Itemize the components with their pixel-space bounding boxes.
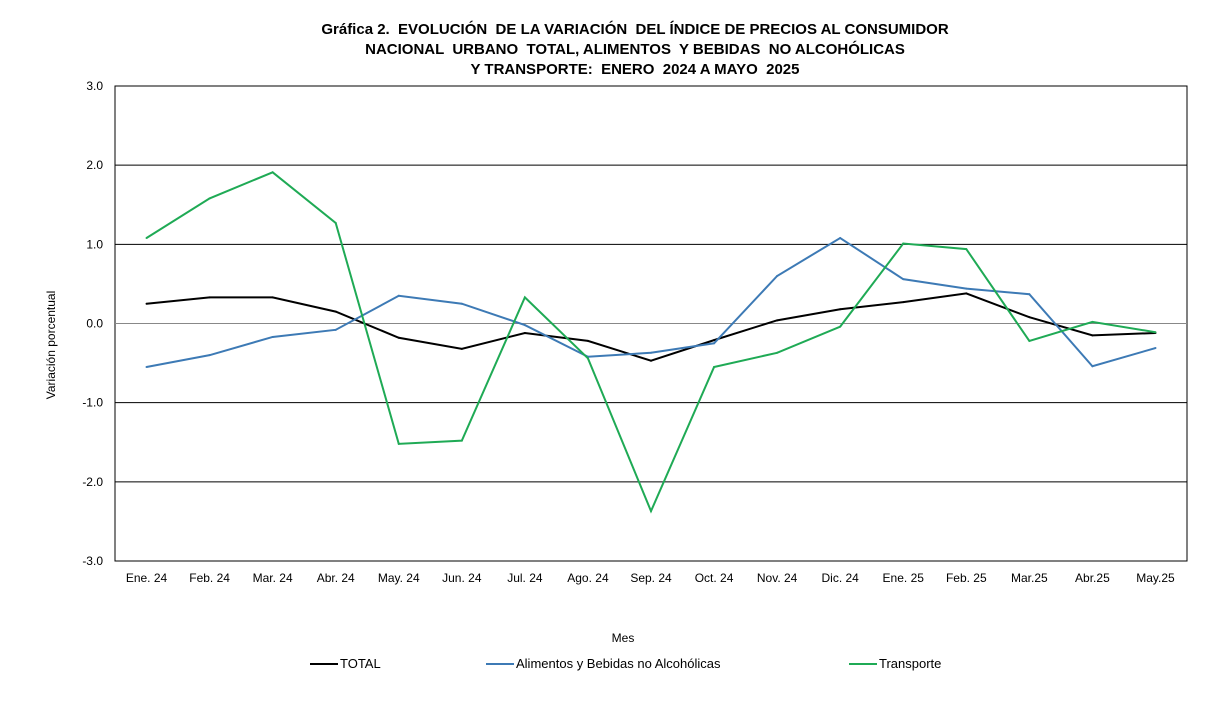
data-point	[650, 359, 652, 362]
data-point	[397, 336, 400, 339]
data-point	[1154, 331, 1157, 334]
title-line-1: Gráfica 2. EVOLUCIÓN DE LA VARIACIÓN DEL…	[321, 21, 949, 38]
x-tick-label: Abr. 24	[317, 571, 355, 585]
data-point	[1028, 316, 1031, 319]
y-tick-label: 2.0	[86, 158, 103, 172]
legend-label: TOTAL	[340, 656, 381, 671]
x-tick-label: May.25	[1136, 571, 1175, 585]
data-point	[334, 221, 337, 224]
x-tick-label: Oct. 24	[695, 571, 734, 585]
data-point	[1091, 334, 1094, 337]
data-point	[713, 366, 716, 369]
data-point	[902, 242, 905, 245]
data-point	[397, 442, 400, 445]
legend-label: Transporte	[879, 656, 942, 671]
data-point	[650, 510, 652, 513]
title-line-2: NACIONAL URBANO TOTAL, ALIMENTOS Y BEBID…	[365, 41, 905, 58]
data-point	[902, 278, 905, 281]
data-point	[145, 302, 148, 305]
data-point	[713, 339, 716, 342]
y-axis-label: Variación porcentual	[44, 291, 58, 400]
data-point	[460, 439, 463, 442]
legend-item-transporte: Transporte	[849, 656, 941, 671]
y-tick-label: -2.0	[82, 475, 103, 489]
y-tick-label: 1.0	[86, 237, 103, 251]
data-point	[965, 287, 968, 290]
x-tick-label: Sep. 24	[630, 571, 672, 585]
data-point	[271, 171, 274, 174]
x-tick-label: Jul. 24	[507, 571, 543, 585]
data-point	[1028, 293, 1031, 296]
data-point	[334, 310, 337, 313]
data-point	[1091, 365, 1094, 368]
y-tick-label: 0.0	[86, 317, 103, 331]
x-tick-label: Mar.25	[1011, 571, 1048, 585]
data-point	[523, 324, 526, 327]
x-tick-label: Ago. 24	[567, 571, 609, 585]
data-point	[839, 237, 842, 239]
data-point	[902, 301, 905, 304]
x-tick-label: Nov. 24	[757, 571, 798, 585]
data-point	[145, 237, 148, 239]
legend-item-alimentos: Alimentos y Bebidas no Alcohólicas	[486, 656, 721, 671]
chart-title: Gráfica 2. EVOLUCIÓN DE LA VARIACIÓN DEL…	[0, 20, 1217, 80]
data-point	[271, 335, 274, 338]
data-point	[776, 319, 779, 322]
data-point	[839, 308, 842, 311]
title-line-3: Y TRANSPORTE: ENERO 2024 A MAYO 2025	[470, 61, 800, 78]
y-tick-label: -3.0	[82, 554, 103, 568]
data-point	[208, 296, 211, 299]
data-point	[208, 197, 211, 200]
x-tick-label: May. 24	[378, 571, 420, 585]
data-point	[271, 296, 274, 299]
x-tick-label: Dic. 24	[821, 571, 859, 585]
data-point	[1028, 339, 1031, 342]
data-point	[586, 339, 589, 342]
data-point	[586, 357, 589, 360]
data-point	[460, 302, 463, 305]
x-tick-label: Ene. 24	[126, 571, 168, 585]
data-point	[523, 332, 526, 334]
data-point	[334, 328, 337, 331]
x-tick-label: Ene. 25	[883, 571, 925, 585]
legend-swatch	[486, 662, 514, 665]
data-point	[713, 342, 716, 345]
legend-label: Alimentos y Bebidas no Alcohólicas	[516, 656, 721, 671]
legend-swatch	[310, 662, 338, 665]
x-tick-label: Feb. 24	[189, 571, 230, 585]
data-point	[208, 354, 211, 357]
legend-swatch	[849, 662, 877, 665]
x-tick-label: Abr.25	[1075, 571, 1110, 585]
x-tick-label: Feb. 25	[946, 571, 987, 585]
data-point	[397, 294, 400, 297]
data-point	[1091, 320, 1094, 323]
data-point	[965, 292, 968, 295]
x-tick-label: Mar. 24	[253, 571, 293, 585]
data-point	[1154, 347, 1157, 350]
data-point	[145, 366, 148, 369]
data-point	[839, 325, 842, 328]
data-point	[523, 296, 526, 299]
x-axis-label: Mes	[612, 631, 635, 645]
legend-item-total: TOTAL	[310, 656, 381, 671]
data-point	[776, 275, 779, 277]
data-point	[965, 248, 968, 251]
x-tick-label: Jun. 24	[442, 571, 482, 585]
data-point	[776, 351, 779, 354]
y-tick-label: -1.0	[82, 396, 103, 410]
data-point	[460, 347, 463, 350]
data-point	[650, 351, 652, 354]
y-tick-label: 3.0	[86, 79, 103, 93]
